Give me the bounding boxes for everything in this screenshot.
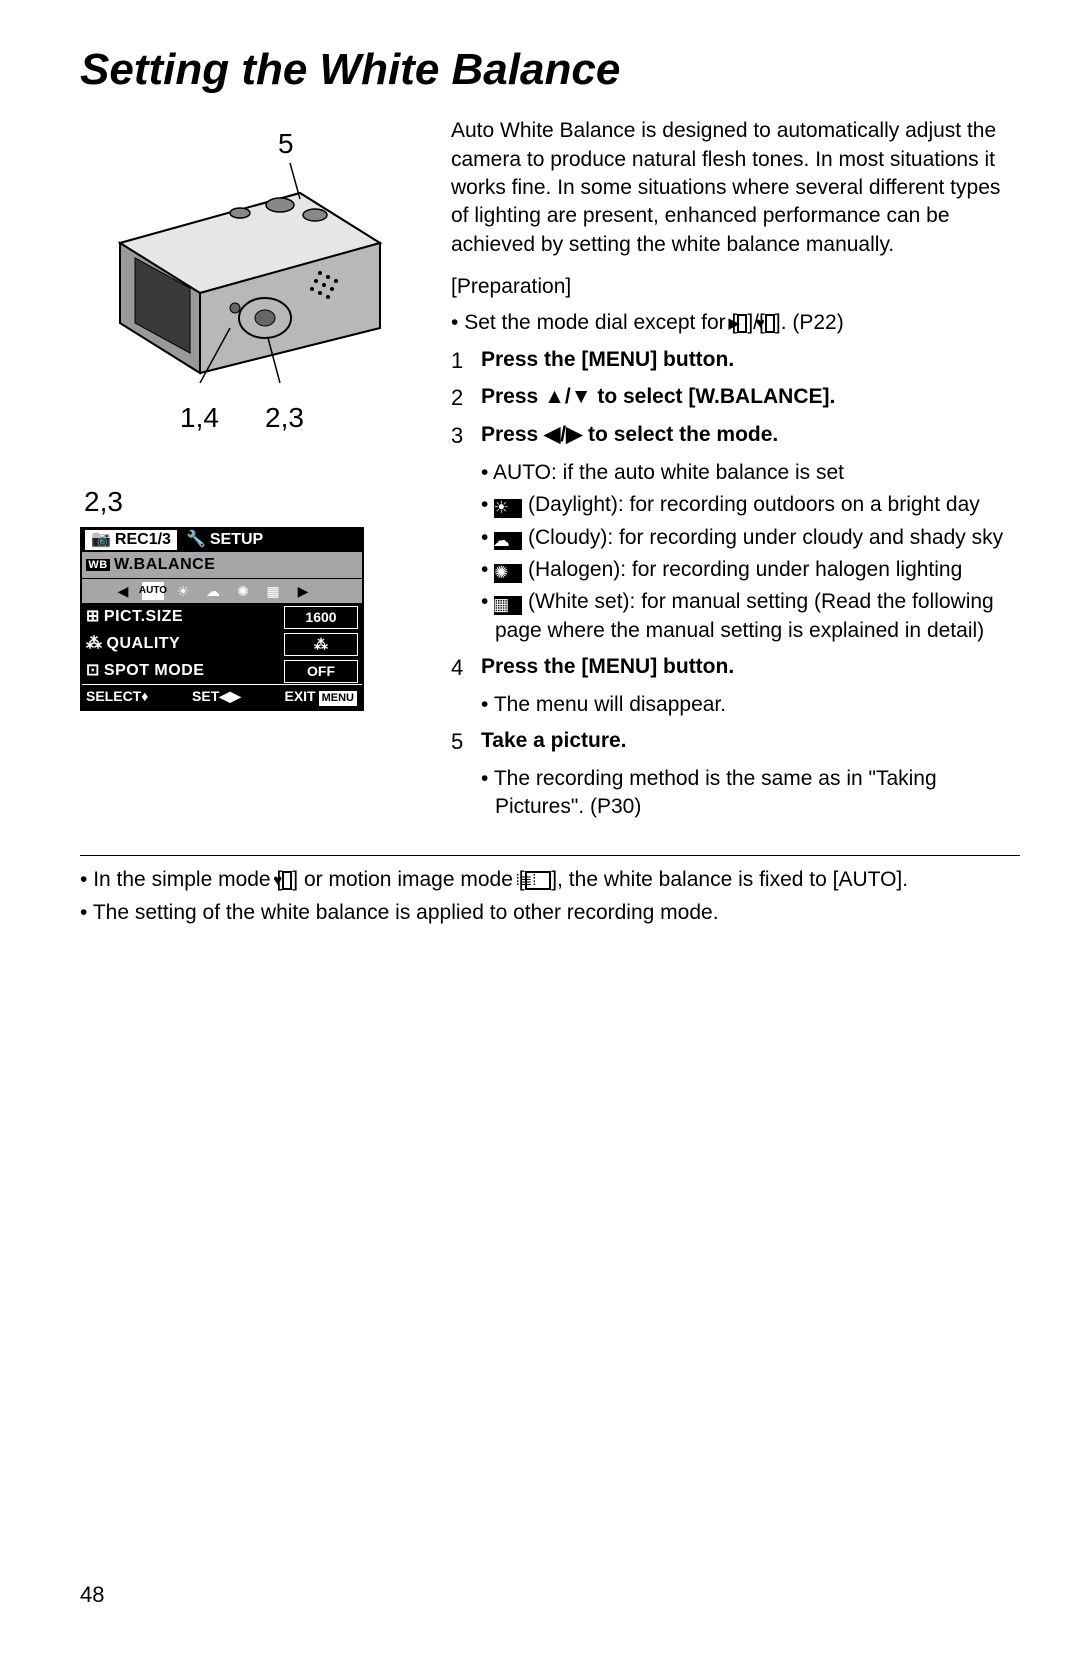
menu-screenshot: 📷 REC1/3 🔧 SETUP WBW.BALANCE ◀ AUTO — [80, 527, 364, 711]
step-1: 1 Press the [MENU] button. — [451, 346, 1020, 376]
right-icon — [566, 423, 582, 446]
play-icon: ▶ — [737, 314, 747, 333]
camera-icon: 📷 — [91, 529, 111, 551]
note-1: In the simple mode [♥] or motion image m… — [80, 866, 1020, 894]
quality-icon: ⁂ — [86, 633, 103, 655]
preparation-label: [Preparation] — [451, 273, 1020, 301]
step-4-sub: The menu will disappear. — [481, 691, 1020, 719]
menu-row-wb-icons: ◀ AUTO ☀ ☁ ✺ ▦ ▶ — [82, 578, 362, 603]
mode-cloudy: ☁ (Cloudy): for recording under cloudy a… — [481, 524, 1020, 552]
notes-section: In the simple mode [♥] or motion image m… — [80, 855, 1020, 927]
page-number: 48 — [80, 1580, 104, 1610]
film-icon: ⁞≣⁞ — [525, 871, 552, 890]
preparation-item: Set the mode dial except for [▶]/[♥]. (P… — [451, 309, 1020, 337]
camera-diagram: 5 — [80, 125, 415, 447]
halogen-icon: ✺ — [494, 564, 522, 583]
wb-badge: WB — [86, 559, 110, 571]
mode-daylight: ☀ (Daylight): for recording outdoors on … — [481, 491, 1020, 519]
wrench-icon: 🔧 — [186, 529, 206, 551]
pict-icon: ⊞ — [86, 606, 100, 628]
daylight-icon: ☀ — [494, 499, 522, 518]
note-2: The setting of the white balance is appl… — [80, 899, 1020, 927]
cloudy-icon: ☁ — [494, 532, 522, 551]
menu-row-wbalance: WBW.BALANCE — [82, 551, 362, 578]
menu-screenshot-ref: 2,3 — [84, 483, 415, 521]
mode-auto: AUTO: if the auto white balance is set — [481, 459, 1020, 487]
heart-icon: ♥ — [282, 871, 292, 890]
down-icon — [571, 385, 592, 408]
menu-row-spotmode: ⊡SPOT MODE OFF — [82, 657, 362, 684]
menu-tab-setup: 🔧 SETUP — [180, 529, 269, 551]
menu-row-pictsize: ⊞PICT.SIZE 1600 — [82, 603, 362, 630]
step-2: 2 Press / to select [W.BALANCE]. — [451, 383, 1020, 413]
step-5: 5 Take a picture. — [451, 727, 1020, 757]
spot-icon: ⊡ — [86, 660, 100, 682]
step-3: 3 Press / to select the mode. — [451, 421, 1020, 451]
divider — [80, 855, 1020, 856]
mode-whiteset: ▦ (White set): for manual setting (Read … — [481, 588, 1020, 645]
left-icon — [544, 423, 560, 446]
whiteset-icon: ▦ — [494, 596, 522, 615]
step-4: 4 Press the [MENU] button. — [451, 653, 1020, 683]
step-3-modes: AUTO: if the auto white balance is set ☀… — [481, 459, 1020, 645]
step-5-sub: The recording method is the same as in "… — [481, 765, 1020, 822]
mode-halogen: ✺ (Halogen): for recording under halogen… — [481, 556, 1020, 584]
callout-2-3: 2,3 — [265, 399, 304, 437]
menu-footer: SELECT♦ SET◀▶ EXITMENU — [82, 684, 362, 709]
intro-paragraph: Auto White Balance is designed to automa… — [451, 117, 1020, 259]
up-icon — [544, 385, 565, 408]
menu-tab-rec: 📷 REC1/3 — [84, 529, 178, 551]
heart-icon: ♥ — [765, 314, 775, 333]
menu-row-quality: ⁂QUALITY ⁂ — [82, 630, 362, 657]
callout-1-4: 1,4 — [180, 399, 219, 437]
page-title: Setting the White Balance — [80, 40, 1020, 99]
